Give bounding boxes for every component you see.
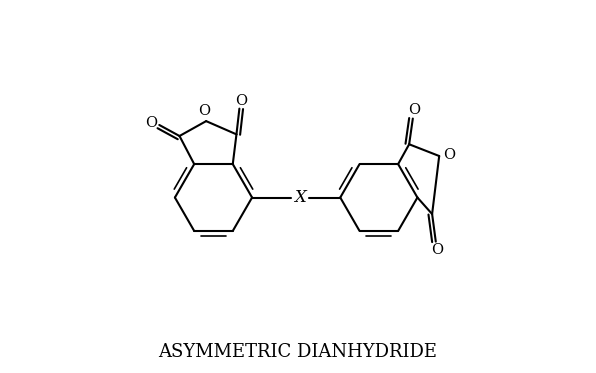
Text: O: O <box>443 148 455 162</box>
Text: O: O <box>235 94 247 107</box>
Text: O: O <box>145 116 157 130</box>
Text: ASYMMETRIC DIANHYDRIDE: ASYMMETRIC DIANHYDRIDE <box>159 343 437 361</box>
Text: O: O <box>198 104 210 118</box>
Text: O: O <box>432 243 443 257</box>
Text: X: X <box>294 189 306 206</box>
Text: O: O <box>409 103 421 117</box>
